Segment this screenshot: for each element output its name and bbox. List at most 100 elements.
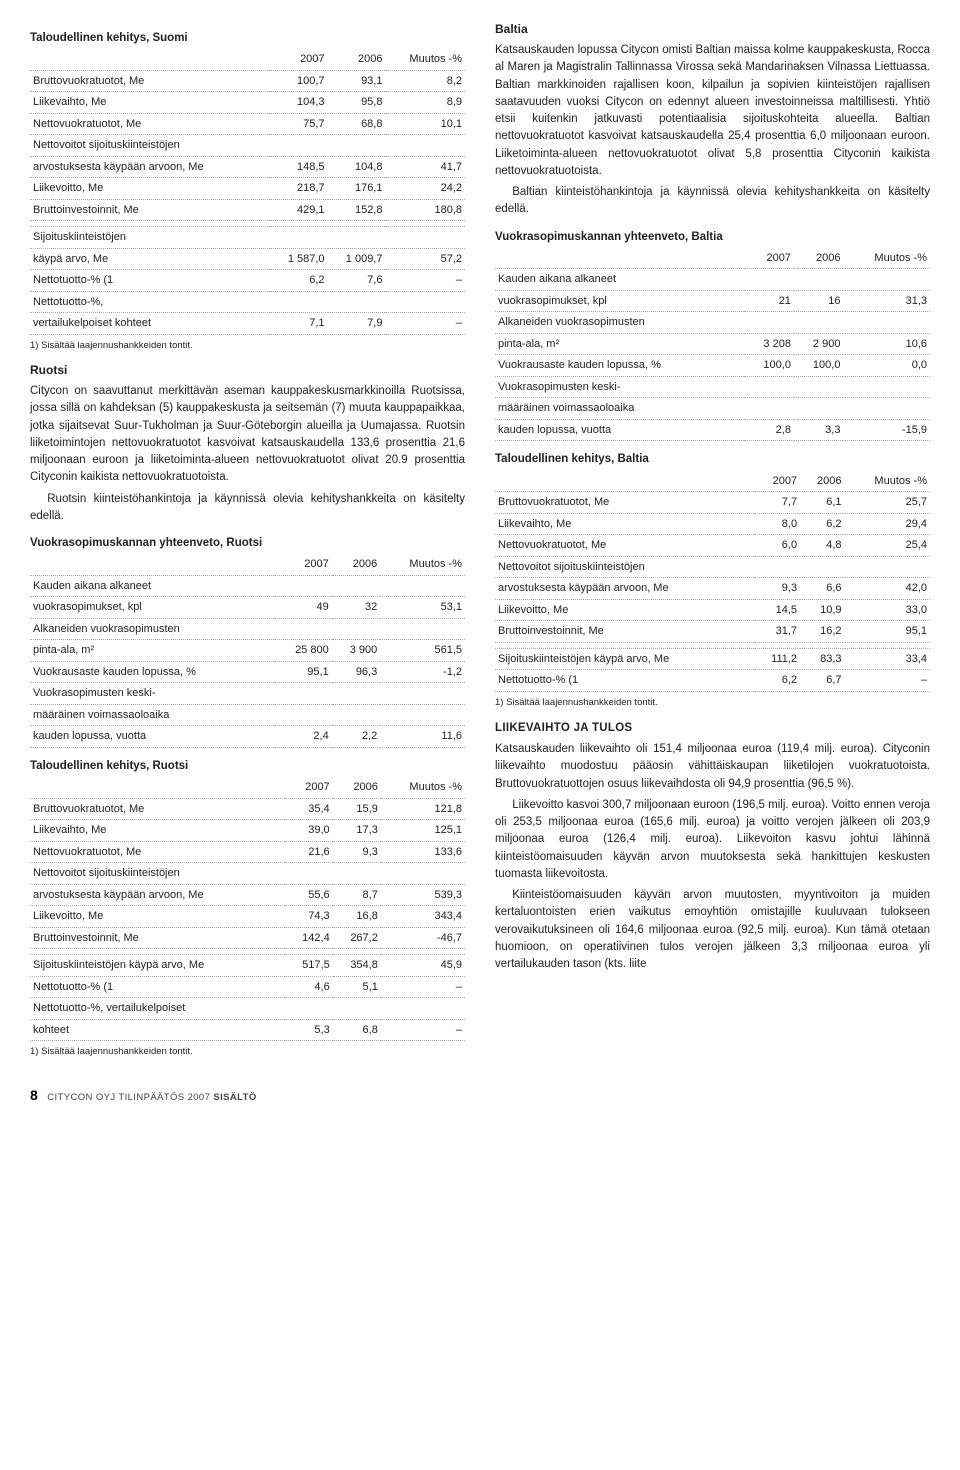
table-row: Nettotuotto-% (16,27,6–	[30, 270, 465, 292]
cell-value: 32	[332, 597, 381, 619]
cell-value: 95,1	[845, 621, 930, 643]
cell-label: Nettotuotto-% (1	[30, 976, 285, 998]
cell-value: 29,4	[845, 513, 930, 535]
table-row: pinta-ala, m²3 2082 90010,6	[495, 333, 930, 355]
cell-value	[843, 269, 930, 291]
cell-value: 133,6	[381, 841, 465, 863]
table-row: Bruttovuokratuotot, Me100,793,18,2	[30, 70, 465, 92]
table-title-baltia-summary: Vuokrasopimuskannan yhteenveto, Baltia	[495, 229, 930, 246]
cell-value: 8,7	[333, 884, 381, 906]
cell-value: 41,7	[385, 156, 465, 178]
cell-value: 39,0	[285, 820, 333, 842]
cell-value: 100,7	[270, 70, 328, 92]
cell-value: 16,8	[333, 906, 381, 928]
cell-value: 33,4	[845, 648, 930, 670]
paragraph: Katsauskauden lopussa Citycon omisti Bal…	[495, 42, 930, 180]
table-row: Nettovoitot sijoituskiinteistöjen	[30, 135, 465, 157]
table-row: Vuokrausaste kauden lopussa, %95,196,3-1…	[30, 661, 465, 683]
cell-label: Nettotuotto-% (1	[495, 670, 754, 692]
cell-value	[328, 291, 386, 313]
cell-value	[843, 398, 930, 420]
table-row: Liikevoitto, Me74,316,8343,4	[30, 906, 465, 928]
cell-label: Bruttoinvestoinnit, Me	[30, 199, 270, 221]
cell-value	[333, 863, 381, 885]
paragraph: Ruotsin kiinteistöhankintoja ja käynniss…	[30, 491, 465, 526]
cell-value: 95,8	[328, 92, 386, 114]
cell-value	[274, 683, 331, 705]
cell-value: 25,7	[845, 492, 930, 514]
heading-liikevaihto: LIIKEVAIHTO JA TULOS	[495, 720, 930, 737]
table-row: kauden lopussa, vuotta2,83,3-15,9	[495, 419, 930, 441]
col-label	[30, 49, 270, 70]
cell-value	[380, 683, 465, 705]
cell-value: 96,3	[332, 661, 381, 683]
cell-label: Nettovoitot sijoituskiinteistöjen	[30, 863, 285, 885]
cell-value: 0,0	[843, 355, 930, 377]
cell-value: 55,6	[285, 884, 333, 906]
cell-value: 6,1	[800, 492, 844, 514]
cell-value: 45,9	[381, 955, 465, 977]
cell-label: Kauden aikana alkaneet	[495, 269, 744, 291]
cell-label: Alkaneiden vuokrasopimusten	[495, 312, 744, 334]
table-row: Bruttoinvestoinnit, Me142,4267,2-46,7	[30, 927, 465, 949]
footnote: 1) Sisältää laajennushankkeiden tontit.	[495, 696, 930, 710]
cell-value	[332, 618, 381, 640]
cell-label: kauden lopussa, vuotta	[495, 419, 744, 441]
cell-value: 75,7	[270, 113, 328, 135]
paragraph: Citycon on saavuttanut merkittävän asema…	[30, 383, 465, 487]
cell-value: 7,6	[328, 270, 386, 292]
cell-value: 6,8	[333, 1019, 381, 1041]
table-row: arvostuksesta käypään arvoon, Me9,36,642…	[495, 578, 930, 600]
cell-label: Sijoituskiinteistöjen	[30, 227, 270, 249]
cell-value: 517,5	[285, 955, 333, 977]
cell-value: 2 900	[794, 333, 844, 355]
cell-value	[270, 291, 328, 313]
table-row: Sijoituskiinteistöjen käypä arvo, Me111,…	[495, 648, 930, 670]
cell-value: 57,2	[385, 248, 465, 270]
cell-value	[794, 398, 844, 420]
cell-value: –	[845, 670, 930, 692]
cell-value	[274, 575, 331, 597]
cell-value: 5,1	[333, 976, 381, 998]
cell-label: määräinen voimassaoloaika	[30, 704, 274, 726]
table-row: Nettotuotto-% (16,26,7–	[495, 670, 930, 692]
table-row: Liikevaihto, Me39,017,3125,1	[30, 820, 465, 842]
cell-value	[794, 312, 844, 334]
cell-value: 25,4	[845, 535, 930, 557]
cell-label: Bruttovuokratuotot, Me	[30, 798, 285, 820]
cell-label: Sijoituskiinteistöjen käypä arvo, Me	[30, 955, 285, 977]
cell-value: 218,7	[270, 178, 328, 200]
table-row: Alkaneiden vuokrasopimusten	[495, 312, 930, 334]
cell-value	[274, 704, 331, 726]
col-2006: 2006	[328, 49, 386, 70]
cell-value: 9,3	[333, 841, 381, 863]
cell-value	[843, 376, 930, 398]
table-header-row: 2007 2006 Muutos -%	[495, 471, 930, 492]
cell-value: 10,6	[843, 333, 930, 355]
cell-value	[744, 312, 794, 334]
cell-value: 7,7	[754, 492, 801, 514]
cell-value: 2,8	[744, 419, 794, 441]
table-row: Alkaneiden vuokrasopimusten	[30, 618, 465, 640]
cell-label: Bruttoinvestoinnit, Me	[30, 927, 285, 949]
page-footer: 8 CITYCON OYJ TILINPÄÄTÖS 2007 SISÄLTÖ	[30, 1085, 930, 1106]
cell-value: 121,8	[381, 798, 465, 820]
cell-value: 8,2	[385, 70, 465, 92]
right-column: Baltia Katsauskauden lopussa Citycon omi…	[495, 20, 930, 1067]
cell-value	[380, 618, 465, 640]
cell-value: 176,1	[328, 178, 386, 200]
cell-label: kohteet	[30, 1019, 285, 1041]
cell-value	[845, 556, 930, 578]
cell-value: 10,9	[800, 599, 844, 621]
cell-value	[332, 704, 381, 726]
cell-label: käypä arvo, Me	[30, 248, 270, 270]
cell-value: 31,7	[754, 621, 801, 643]
cell-label: Sijoituskiinteistöjen käypä arvo, Me	[495, 648, 754, 670]
cell-value: 152,8	[328, 199, 386, 221]
cell-value: 148,5	[270, 156, 328, 178]
table-row: Nettotuotto-%, vertailukelpoiset	[30, 998, 465, 1020]
left-column: Taloudellinen kehitys, Suomi 2007 2006 M…	[30, 20, 465, 1067]
table-title-baltia-dev: Taloudellinen kehitys, Baltia	[495, 451, 930, 468]
cell-value: 1 587,0	[270, 248, 328, 270]
cell-value: 6,2	[800, 513, 844, 535]
